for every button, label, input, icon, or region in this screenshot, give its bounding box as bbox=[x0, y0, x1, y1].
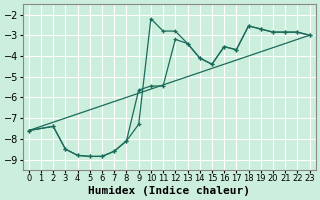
X-axis label: Humidex (Indice chaleur): Humidex (Indice chaleur) bbox=[88, 186, 250, 196]
